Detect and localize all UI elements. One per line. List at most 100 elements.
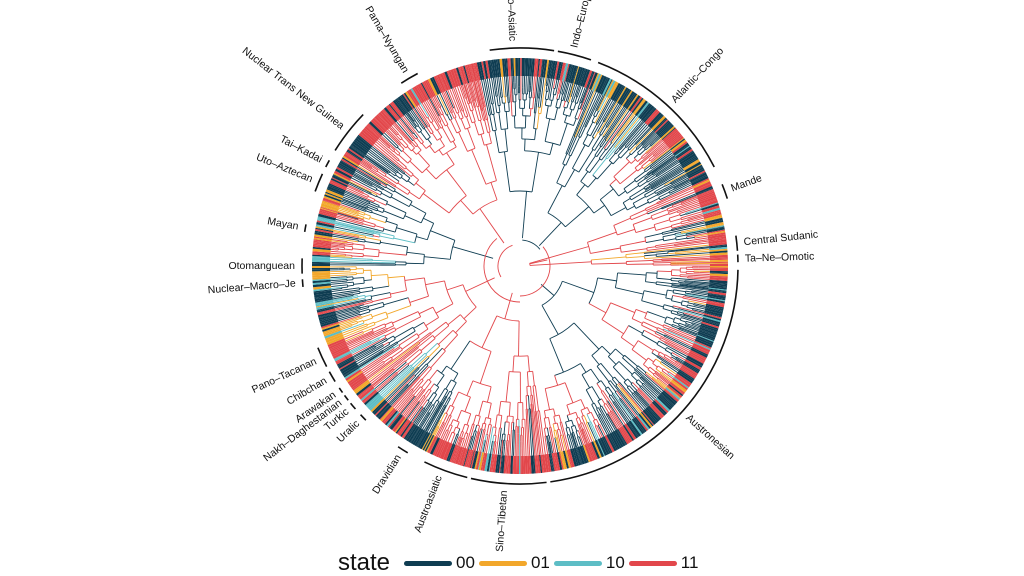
- tip-state: [647, 406, 661, 421]
- tip-state: [651, 115, 666, 131]
- branch: [482, 400, 492, 404]
- branch: [331, 240, 342, 243]
- branch: [580, 407, 588, 411]
- branch: [363, 255, 379, 258]
- branch: [504, 76, 507, 91]
- branch: [661, 229, 672, 234]
- tip-state: [546, 453, 552, 472]
- branch: [559, 80, 563, 88]
- tip-state: [348, 146, 365, 159]
- branch: [367, 324, 376, 328]
- branch: [549, 93, 552, 100]
- branch: [644, 389, 656, 400]
- branch: [599, 133, 602, 136]
- branch: [362, 354, 390, 374]
- branch: [685, 292, 692, 295]
- tip-state: [613, 85, 625, 102]
- tip-state: [674, 375, 691, 388]
- branch: [413, 121, 418, 127]
- branch: [333, 301, 351, 306]
- branch: [655, 171, 662, 176]
- branch: [645, 272, 647, 282]
- branch: [427, 117, 432, 123]
- tip-state: [312, 272, 331, 276]
- branch: [693, 303, 700, 306]
- tip-state: [517, 58, 519, 77]
- tip-state: [693, 341, 711, 351]
- branch: [680, 195, 697, 203]
- branch: [599, 405, 602, 408]
- branch: [680, 200, 687, 204]
- tip-state: [324, 330, 342, 339]
- branch: [494, 414, 498, 428]
- branch: [438, 330, 454, 345]
- branch: [525, 415, 529, 456]
- branch: [374, 371, 396, 390]
- branch: [364, 191, 371, 195]
- branch: [499, 76, 503, 92]
- tip-state: [453, 446, 461, 464]
- branch: [332, 234, 359, 240]
- tip-state: [702, 209, 721, 216]
- branch: [628, 325, 643, 334]
- tip-state: [366, 124, 381, 138]
- branch: [610, 104, 622, 122]
- branch: [644, 148, 647, 151]
- tip-state: [338, 358, 355, 369]
- branch: [555, 437, 558, 444]
- tip-state: [664, 131, 680, 144]
- branch: [453, 373, 459, 382]
- branch: [667, 328, 670, 331]
- branch: [527, 414, 531, 456]
- branch: [494, 435, 497, 442]
- tip-state: [708, 288, 727, 292]
- branch: [677, 210, 684, 213]
- branch: [637, 166, 643, 172]
- tip-state: [668, 136, 684, 149]
- branch: [430, 121, 434, 124]
- branch: [450, 139, 456, 143]
- branch: [414, 400, 419, 407]
- branch: [667, 371, 670, 374]
- branch: [391, 143, 398, 149]
- tip-state: [663, 389, 679, 402]
- branch: [543, 410, 547, 419]
- branch: [368, 301, 384, 307]
- branch: [666, 176, 688, 189]
- branch: [663, 335, 670, 340]
- branch: [399, 118, 413, 135]
- branch: [373, 199, 376, 203]
- branch: [680, 219, 688, 223]
- branch: [663, 356, 670, 361]
- tip-state: [339, 359, 356, 370]
- branch: [392, 153, 400, 160]
- branch: [340, 204, 354, 210]
- tip-state: [360, 131, 376, 145]
- branch: [368, 215, 371, 220]
- tip-state: [312, 281, 331, 285]
- branch: [540, 107, 543, 114]
- branch: [687, 302, 694, 305]
- legend-item-01: 01: [478, 553, 550, 573]
- branch: [573, 439, 577, 448]
- branch: [620, 325, 629, 338]
- branch: [527, 355, 530, 372]
- tip-state: [700, 199, 719, 208]
- branch: [535, 411, 539, 425]
- branch: [529, 108, 532, 117]
- branch: [472, 380, 492, 388]
- branch: [429, 116, 434, 122]
- branch: [386, 220, 398, 226]
- branch: [656, 281, 672, 285]
- branch: [359, 290, 374, 294]
- tip-state: [555, 61, 562, 80]
- branch: [625, 391, 643, 412]
- branch: [484, 434, 487, 441]
- branch: [537, 410, 540, 420]
- branch: [509, 371, 521, 373]
- branch: [560, 94, 563, 101]
- branch: [614, 376, 620, 383]
- branch: [647, 175, 657, 183]
- tip-state: [325, 191, 343, 200]
- branch: [668, 211, 678, 215]
